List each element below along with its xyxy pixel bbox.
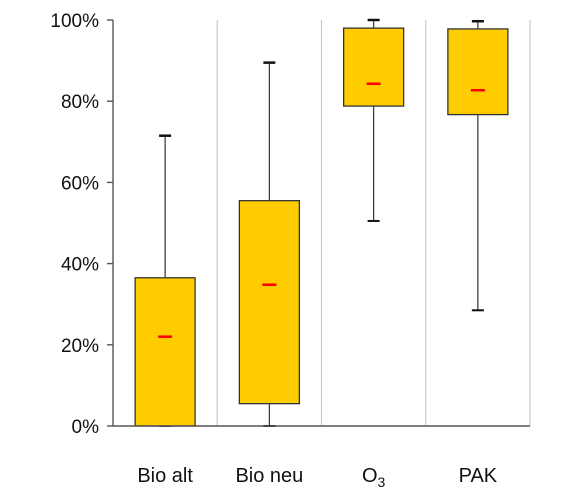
x-tick-label: Bio neu [235, 465, 303, 487]
x-tick-label: O3 [362, 465, 386, 490]
y-tick-label: 20% [61, 336, 99, 357]
x-tick-label: PAK [459, 465, 498, 487]
box-iqr [134, 277, 196, 427]
label-layer: 0% 20% 40% 60% 80% 100% Bio alt Bio neu O3 PAK [50, 11, 497, 490]
x-tick-label: Bio alt [137, 465, 193, 487]
box-iqr [238, 200, 301, 405]
box-iqr [447, 28, 509, 116]
y-tick-label: 100% [50, 11, 99, 32]
grid-layer [216, 20, 531, 426]
y-tick-label: 40% [61, 255, 99, 276]
axis-layer [107, 19, 530, 427]
y-tick-label: 0% [72, 417, 100, 438]
x-tick-label-subscript: 3 [378, 474, 386, 490]
y-tick-label: 60% [61, 173, 99, 194]
box-iqr [342, 27, 405, 107]
y-tick-label: 80% [61, 92, 99, 113]
